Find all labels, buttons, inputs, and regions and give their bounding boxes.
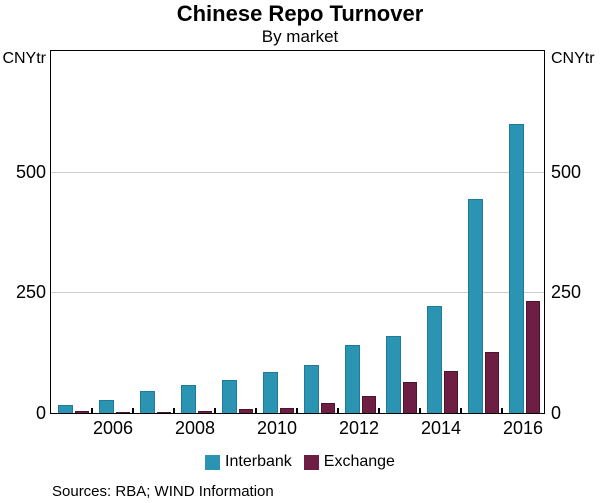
- x-axis-tick: [255, 408, 257, 413]
- legend: Interbank Exchange: [0, 453, 600, 471]
- x-axis-tick: [378, 408, 380, 413]
- bar-interbank-2008: [181, 384, 196, 413]
- source-note: Sources: RBA; WIND Information: [52, 483, 274, 500]
- bar-interbank-2015: [468, 198, 483, 413]
- x-axis-tick: [337, 408, 339, 413]
- y-axis-unit-left: CNYtr: [2, 50, 46, 67]
- x-axis-tick: [501, 408, 503, 413]
- bar-exchange-2012: [361, 396, 376, 413]
- y-tick-label-right-500: 500: [551, 161, 582, 182]
- bar-interbank-2014: [427, 306, 442, 413]
- legend-label-exchange: Exchange: [323, 453, 395, 470]
- bar-exchange-2008: [197, 410, 212, 413]
- gridline-250: [51, 292, 544, 294]
- x-axis-tick: [419, 408, 421, 413]
- x-tick-label-2014: 2014: [420, 418, 462, 438]
- y-tick-label-right-0: 0: [551, 402, 562, 423]
- y-tick-label-left-250: 250: [15, 282, 46, 303]
- bar-interbank-2016: [509, 124, 524, 413]
- chart-subtitle: By market: [261, 27, 339, 46]
- x-tick-label-2016: 2016: [502, 418, 544, 438]
- x-axis-tick: [173, 408, 175, 413]
- x-axis-tick: [91, 408, 93, 413]
- bar-exchange-2014: [443, 370, 458, 413]
- legend-item-exchange: Exchange: [303, 453, 395, 471]
- plot-inner: [51, 51, 544, 413]
- bar-interbank-2009: [222, 379, 237, 413]
- bar-interbank-2005: [58, 405, 73, 413]
- x-tick-label-2012: 2012: [338, 418, 380, 438]
- bar-exchange-2015: [484, 351, 499, 413]
- bar-exchange-2005: [74, 410, 89, 413]
- x-axis-tick: [460, 408, 462, 413]
- bar-interbank-2011: [304, 365, 319, 413]
- chart-title: Chinese Repo Turnover: [176, 1, 424, 26]
- bar-exchange-2009: [238, 409, 253, 413]
- legend-item-interbank: Interbank: [205, 453, 292, 471]
- bar-exchange-2016: [525, 301, 540, 413]
- interbank-swatch-icon: [205, 454, 221, 470]
- bar-exchange-2007: [156, 411, 171, 413]
- legend-label-interbank: Interbank: [225, 453, 292, 470]
- gridline-500: [51, 171, 544, 173]
- x-tick-label-2010: 2010: [256, 418, 298, 438]
- bar-interbank-2006: [99, 399, 114, 413]
- y-axis-unit-right: CNYtr: [551, 50, 595, 67]
- exchange-swatch-icon: [303, 454, 319, 470]
- bar-interbank-2010: [263, 371, 278, 413]
- bar-interbank-2012: [345, 344, 360, 413]
- bar-exchange-2010: [279, 407, 294, 413]
- y-tick-label-left-0: 0: [35, 402, 46, 423]
- bar-exchange-2006: [115, 412, 130, 413]
- x-axis-tick: [296, 408, 298, 413]
- x-tick-label-2008: 2008: [174, 418, 216, 438]
- bar-exchange-2011: [320, 402, 335, 413]
- y-tick-label-left-500: 500: [15, 161, 46, 182]
- y-tick-label-right-250: 250: [551, 282, 582, 303]
- bar-interbank-2007: [140, 391, 155, 413]
- bar-exchange-2013: [402, 382, 417, 413]
- bar-interbank-2013: [386, 336, 401, 413]
- plot-area: [50, 50, 545, 414]
- x-axis-tick: [214, 408, 216, 413]
- x-tick-label-2006: 2006: [92, 418, 134, 438]
- x-axis-tick: [132, 408, 134, 413]
